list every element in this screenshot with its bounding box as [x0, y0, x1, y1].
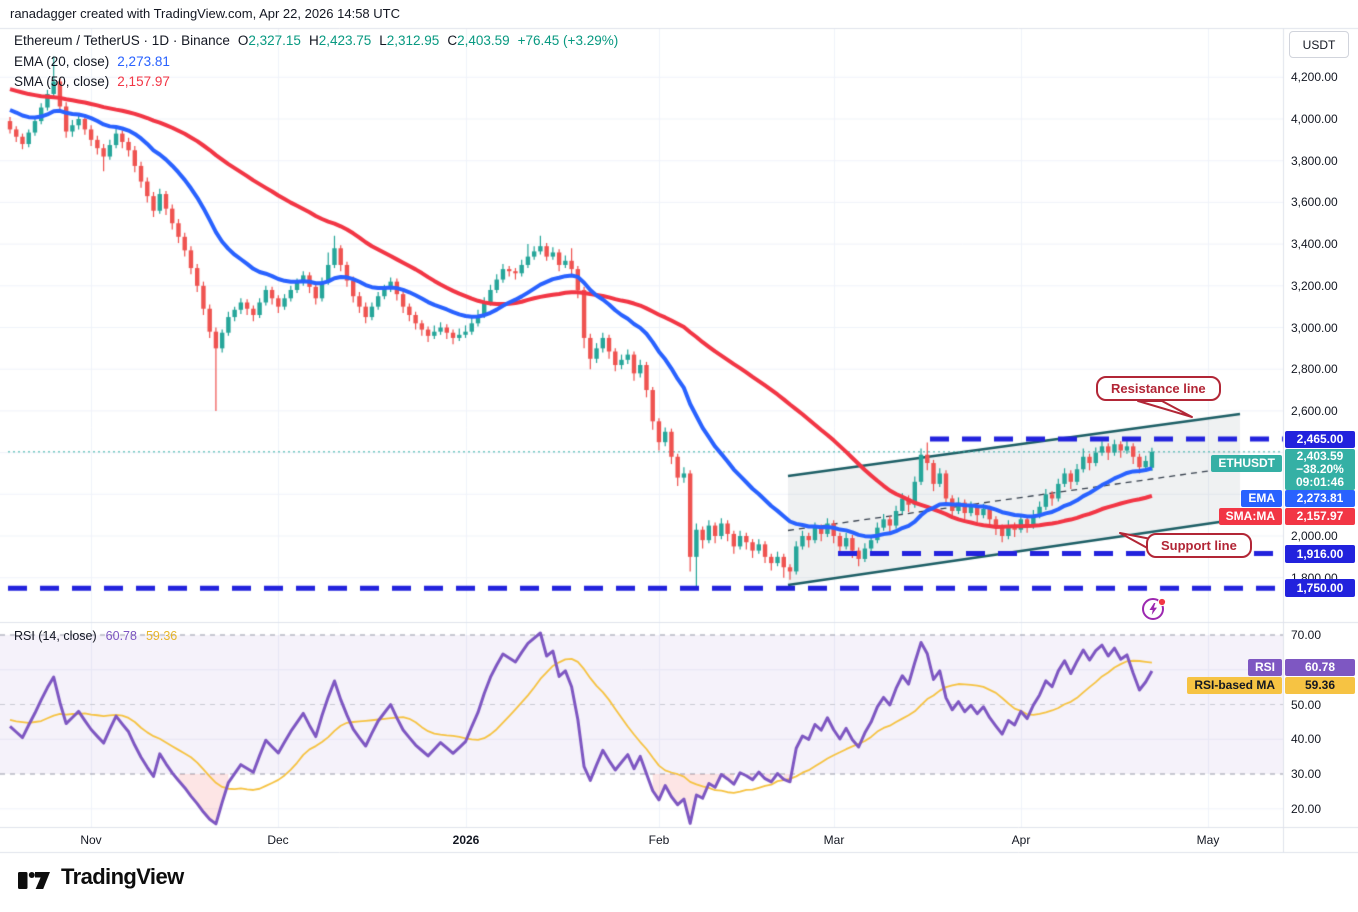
time-label-mar: Mar [823, 833, 845, 847]
price-tick-2800: 2,800.00 [1291, 362, 1338, 377]
side-tag-SMA:MA: SMA:MA [1218, 507, 1282, 525]
sma-legend-row[interactable]: SMA (50, close) 2,157.97 [14, 72, 618, 93]
rsi-value: 60.78 [105, 629, 137, 643]
price-tick-4000: 4,000.00 [1291, 112, 1338, 126]
symbol-legend-row[interactable]: Ethereum / TetherUS · 1D · Binance O2,327… [14, 31, 618, 52]
resistance-line-label[interactable]: Resistance line [1096, 376, 1221, 401]
price-tick-2000: 2,000.00 [1291, 529, 1338, 543]
time-label-2026: 2026 [452, 833, 480, 847]
flash-alert-icon[interactable] [1141, 595, 1169, 623]
rsi-tick-20: 20.00 [1291, 801, 1322, 816]
value-tag-RSI-based MA: 59.36 [1285, 676, 1355, 694]
rsi-label: RSI (14, close) [14, 629, 97, 643]
change-value: +76.45 (+3.29%) [517, 33, 619, 48]
support-line-label[interactable]: Support line [1146, 533, 1252, 558]
close-label: C [447, 33, 458, 48]
sma-value: 2,157.97 [117, 74, 170, 89]
price-tick-3400: 3,400.00 [1291, 237, 1338, 252]
tradingview-logo[interactable]: TradingView [16, 863, 184, 891]
price-tick-4200: 4,200.00 [1291, 70, 1338, 85]
ema-legend-row[interactable]: EMA (20, close) 2,273.81 [14, 52, 618, 73]
resistance-bubble-tail [1137, 400, 1193, 418]
value-tag-EMA: 2,273.81 [1285, 489, 1355, 507]
side-tag-EMA: EMA [1241, 489, 1282, 507]
high-value: 2,423.75 [318, 33, 372, 48]
price-tick-3800: 3,800.00 [1291, 153, 1338, 168]
rsi-tick-50: 50.00 [1291, 697, 1322, 712]
sma-label: SMA (50, close) [14, 74, 110, 89]
time-label-apr: Apr [1011, 833, 1031, 847]
side-tag-RSI-based MA: RSI-based MA [1187, 676, 1282, 694]
high-label: H [308, 33, 319, 48]
symbol-title: Ethereum / TetherUS · 1D · Binance [14, 33, 230, 48]
value-tag-2,465.00: 2,465.00 [1285, 430, 1355, 448]
time-label-dec: Dec [267, 833, 289, 847]
value-tag-RSI: 60.78 [1285, 658, 1355, 676]
price-tick-2600: 2,600.00 [1291, 403, 1338, 418]
side-tag-RSI: RSI [1247, 658, 1282, 676]
low-label: L [379, 33, 387, 48]
chart-legend: Ethereum / TetherUS · 1D · Binance O2,327… [14, 31, 618, 93]
ema-value: 2,273.81 [117, 53, 170, 69]
close-value: 2,403.59 [457, 33, 510, 48]
value-tag-SMA:MA: 2,157.97 [1285, 507, 1355, 525]
value-tag-1,750.00: 1,750.00 [1285, 579, 1355, 598]
low-value: 2,312.95 [386, 33, 440, 48]
rsi-tick-30: 30.00 [1291, 767, 1322, 781]
tradingview-logo-text: TradingView [61, 864, 184, 889]
side-tag-ETHUSDT: ETHUSDT [1211, 454, 1282, 472]
tradingview-logo-icon [18, 872, 50, 889]
rsi-tick-40: 40.00 [1291, 732, 1322, 747]
open-label: O [237, 33, 249, 48]
currency-toggle-button[interactable]: USDT [1289, 31, 1349, 58]
rsi-legend-row[interactable]: RSI (14, close) 60.78 59.36 [14, 629, 177, 643]
open-value: 2,327.15 [248, 33, 301, 48]
value-tag-1,916.00: 1,916.00 [1285, 544, 1355, 563]
time-label-feb: Feb [648, 833, 670, 847]
time-label-nov: Nov [80, 833, 102, 847]
rsi-ma-value: 59.36 [145, 629, 178, 643]
time-label-may: May [1196, 833, 1220, 847]
value-tag-ETHUSDT: 2,403.59 −38.20% 09:01:46 [1285, 448, 1355, 490]
price-tick-3200: 3,200.00 [1291, 278, 1338, 293]
ema-label: EMA (20, close) [14, 53, 110, 69]
rsi-tick-70: 70.00 [1291, 628, 1322, 642]
price-tick-3600: 3,600.00 [1291, 195, 1338, 210]
attribution-text: ranadagger created with TradingView.com,… [10, 6, 400, 21]
price-tick-3000: 3,000.00 [1291, 320, 1338, 335]
